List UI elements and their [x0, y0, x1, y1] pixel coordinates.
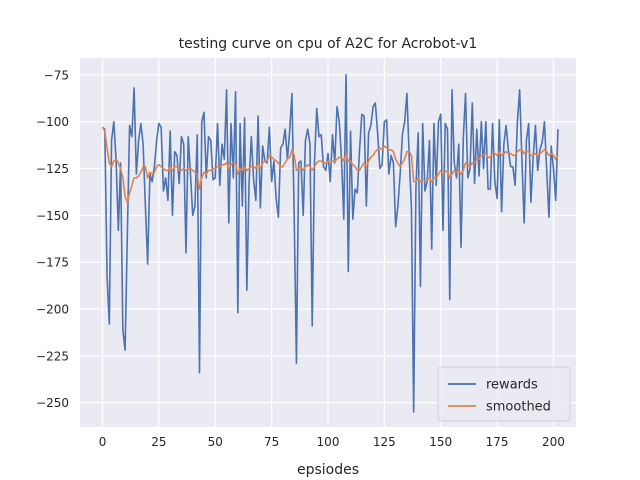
y-axis: −75 −100 −125 −150 −175 −200 −225 −250 — [36, 68, 69, 410]
y-tick-label: −75 — [44, 68, 69, 82]
x-tick-label: 0 — [99, 435, 107, 449]
x-tick-label: 150 — [429, 435, 452, 449]
x-tick-label: 175 — [486, 435, 509, 449]
x-axis: 0 25 50 75 100 125 150 175 200 — [99, 435, 565, 449]
series-line-rewards — [102, 74, 559, 413]
y-tick-label: −225 — [36, 349, 69, 363]
legend-label: smoothed — [486, 400, 551, 415]
y-tick-label: −100 — [36, 115, 69, 129]
x-tick-label: 125 — [373, 435, 396, 449]
legend: rewards smoothed — [437, 366, 571, 422]
x-tick-label: 25 — [151, 435, 166, 449]
legend-label: rewards — [486, 378, 538, 393]
x-tick-label: 75 — [264, 435, 279, 449]
y-tick-label: −125 — [36, 162, 69, 176]
x-tick-label: 50 — [208, 435, 223, 449]
chart-title: testing curve on cpu of A2C for Acrobot-… — [179, 36, 478, 52]
series-line-smoothed — [101, 126, 559, 204]
grid — [80, 58, 576, 427]
x-tick-label: 200 — [542, 435, 565, 449]
y-tick-label: −175 — [36, 256, 69, 270]
x-axis-label: epsiodes — [297, 462, 359, 478]
x-tick-label: 100 — [317, 435, 340, 449]
y-tick-label: −150 — [36, 209, 69, 223]
legend-box — [437, 366, 571, 422]
series-layer — [101, 74, 559, 413]
y-tick-label: −250 — [36, 396, 69, 410]
y-tick-label: −200 — [36, 302, 69, 316]
